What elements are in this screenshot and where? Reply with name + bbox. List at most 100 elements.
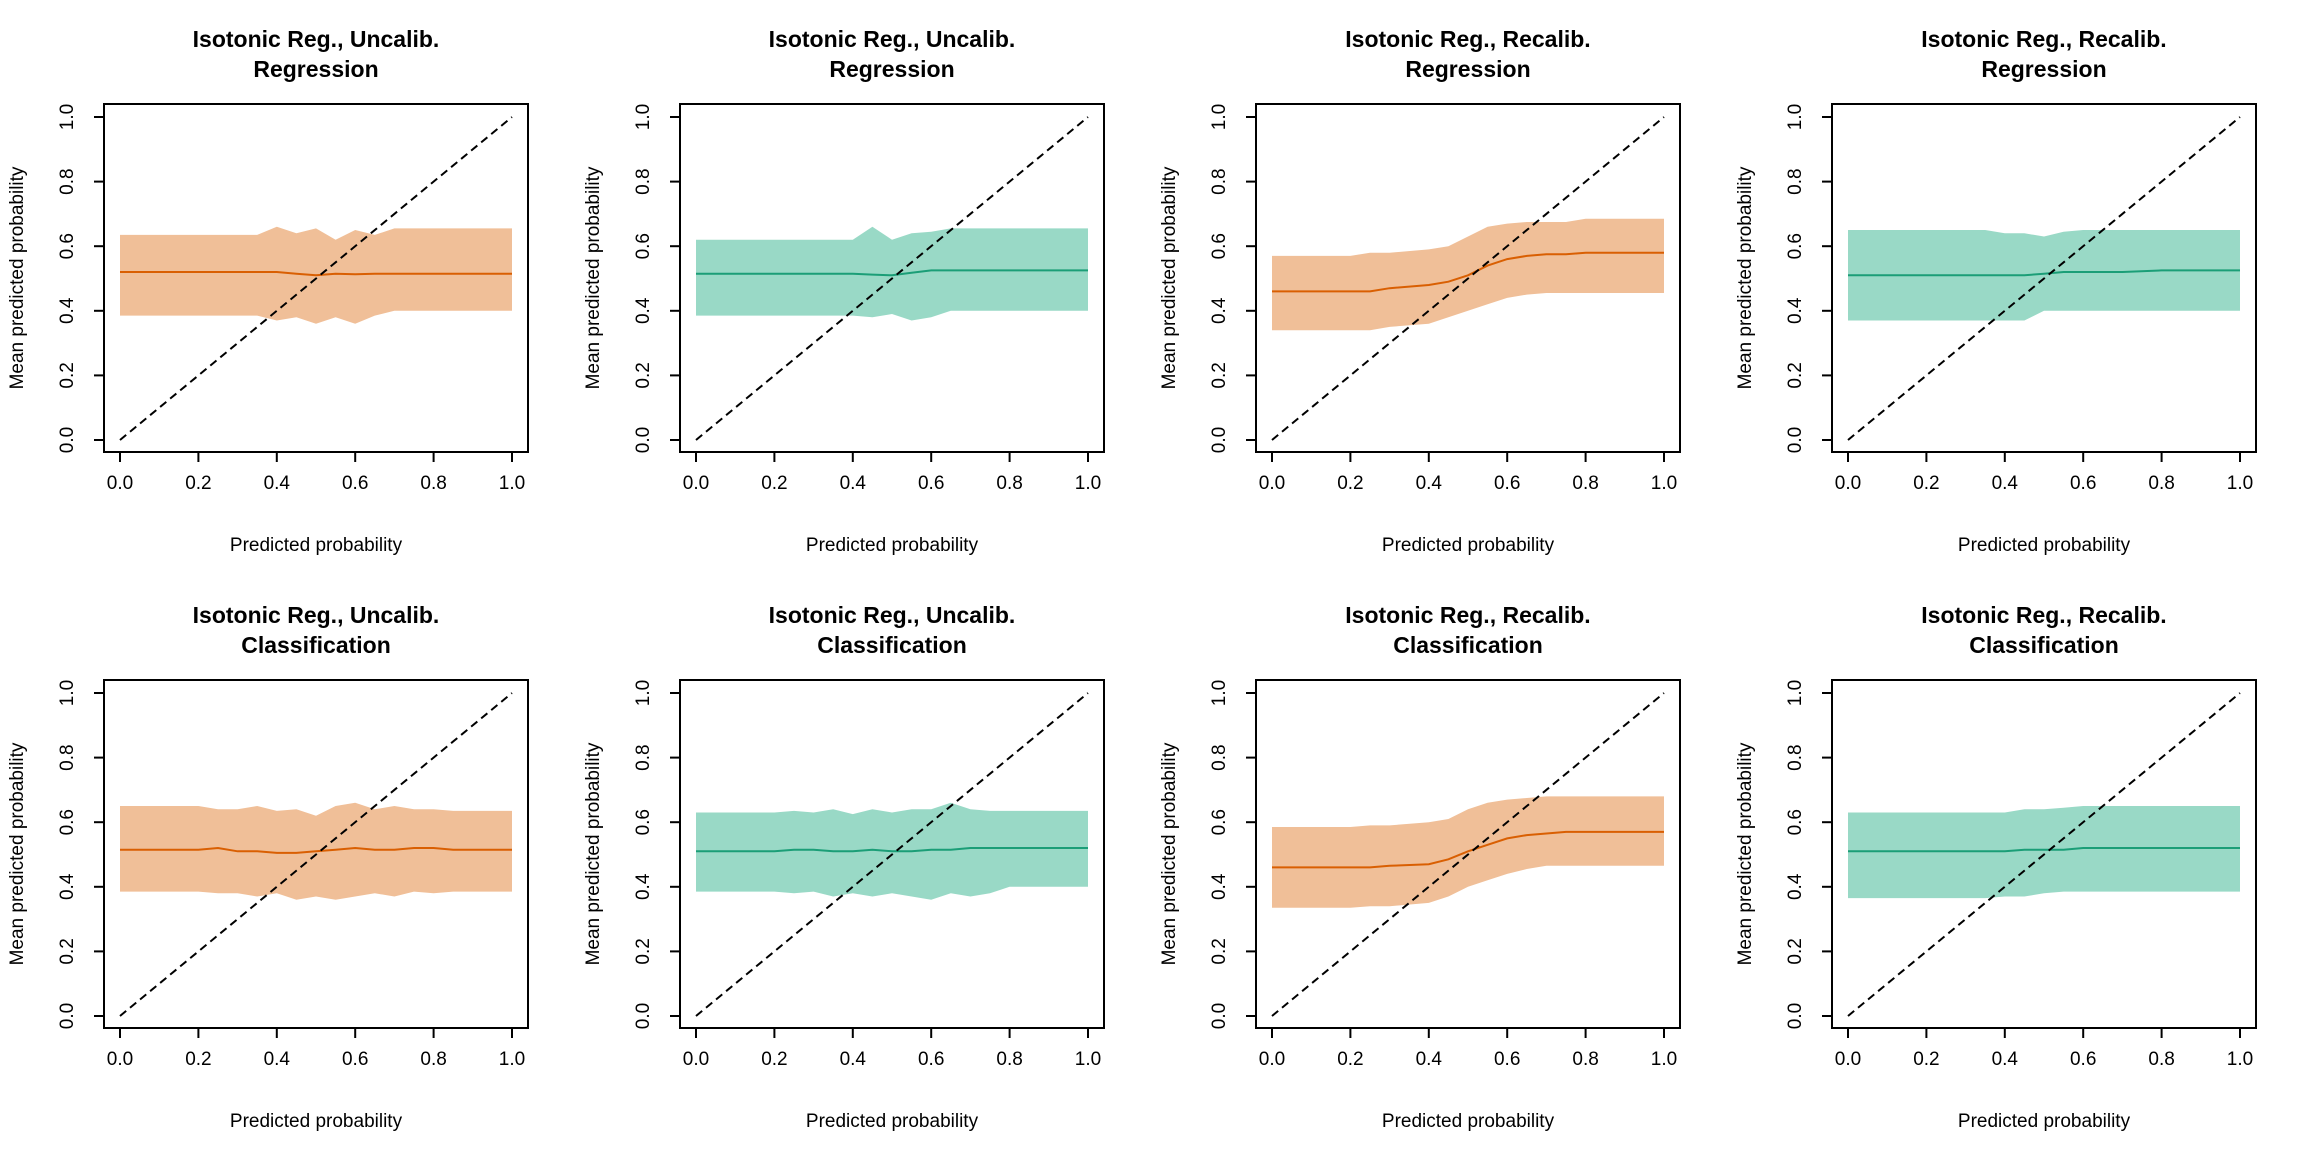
y-tick-label: 0.2	[57, 362, 78, 388]
x-tick-label: 1.0	[1075, 1049, 1101, 1070]
x-tick-label: 0.8	[1572, 473, 1598, 494]
reference-diagonal-line	[119, 692, 513, 1017]
y-tick-label: 0.4	[1785, 297, 1806, 324]
x-tick-label: 0.2	[1337, 1049, 1363, 1070]
x-tick-label: 1.0	[1651, 1049, 1677, 1070]
chart-svg: 0.0 0.2 0.4 0.6 0.8 1.0 0.0 0.2 0.4 0.6 0.8 1.0 Isot…	[583, 26, 1105, 556]
chart-panel: 0.0 0.2 0.4 0.6 0.8 1.0 0.0 0.2 0.4 0.6 0.8 1.0 Isot…	[0, 0, 576, 576]
x-tick-label: 0.2	[1913, 473, 1939, 494]
y-tick-label: 0.2	[1785, 362, 1806, 388]
x-tick-label: 0.2	[185, 473, 211, 494]
y-tick-label: 0.4	[57, 873, 78, 900]
y-tick-label: 0.6	[57, 809, 78, 835]
y-tick-label: 0.4	[1785, 873, 1806, 900]
y-tick-label: 0.8	[1209, 744, 1230, 770]
y-tick-label: 0.8	[1209, 168, 1230, 194]
chart-svg: 0.0 0.2 0.4 0.6 0.8 1.0 0.0 0.2 0.4 0.6 0.8 1.0 Isot…	[7, 26, 529, 556]
y-tick-label: 1.0	[633, 104, 654, 130]
y-tick-label: 0.2	[633, 362, 654, 388]
x-tick-label: 0.6	[1494, 473, 1520, 494]
y-tick-label: 0.0	[1785, 427, 1806, 453]
y-axis-label: Mean predicted probability	[7, 166, 28, 389]
y-tick-label: 0.2	[1785, 938, 1806, 964]
chart-subtitle: Regression	[829, 56, 954, 82]
confidence-band	[1848, 806, 2240, 899]
y-tick-label: 0.8	[633, 744, 654, 770]
mean-line	[696, 269, 1088, 277]
chart-title: Isotonic Reg., Recalib.	[1921, 602, 2166, 628]
chart-subtitle: Classification	[1969, 632, 2119, 658]
y-tick-label: 0.0	[1209, 427, 1230, 453]
x-tick-label: 0.8	[420, 1049, 446, 1070]
x-tick-label: 0.4	[1416, 473, 1443, 494]
y-axis-label: Mean predicted probability	[7, 742, 28, 965]
x-tick-label: 0.8	[996, 1049, 1022, 1070]
x-axis-label: Predicted probability	[1958, 535, 2131, 556]
y-tick-label: 0.4	[633, 873, 654, 900]
x-tick-label: 0.2	[185, 1049, 211, 1070]
chart-svg: 0.0 0.2 0.4 0.6 0.8 1.0 0.0 0.2 0.4 0.6 0.8 1.0 Isot…	[583, 602, 1105, 1132]
chart-subtitle: Classification	[241, 632, 391, 658]
y-tick-label: 0.0	[1209, 1003, 1230, 1029]
x-tick-label: 0.6	[342, 473, 368, 494]
y-tick-label: 0.6	[1209, 233, 1230, 259]
chart-panel: 0.0 0.2 0.4 0.6 0.8 1.0 0.0 0.2 0.4 0.6 0.8 1.0 Isot…	[1728, 576, 2304, 1152]
y-axis-label: Mean predicted probability	[583, 166, 604, 389]
chart-subtitle: Regression	[1981, 56, 2106, 82]
y-tick-label: 1.0	[1785, 680, 1806, 706]
y-tick-label: 0.0	[57, 427, 78, 453]
reference-diagonal-line	[1271, 116, 1665, 441]
x-tick-label: 0.0	[683, 1049, 709, 1070]
reference-diagonal-line	[119, 116, 513, 441]
confidence-band	[1848, 230, 2240, 321]
chart-title: Isotonic Reg., Recalib.	[1921, 26, 2166, 52]
y-tick-label: 0.2	[57, 938, 78, 964]
chart-panel: 0.0 0.2 0.4 0.6 0.8 1.0 0.0 0.2 0.4 0.6 0.8 1.0 Isot…	[1728, 0, 2304, 576]
chart-svg: 0.0 0.2 0.4 0.6 0.8 1.0 0.0 0.2 0.4 0.6 0.8 1.0 Isot…	[1159, 602, 1681, 1132]
y-tick-label: 0.6	[1209, 809, 1230, 835]
y-tick-label: 0.6	[1785, 233, 1806, 259]
y-tick-label: 1.0	[633, 680, 654, 706]
x-tick-label: 1.0	[1651, 473, 1677, 494]
y-tick-label: 0.0	[1785, 1003, 1806, 1029]
x-axis-label: Predicted probability	[1382, 535, 1555, 556]
reference-diagonal-line	[1847, 692, 2241, 1017]
x-tick-label: 0.0	[683, 473, 709, 494]
chart-svg: 0.0 0.2 0.4 0.6 0.8 1.0 0.0 0.2 0.4 0.6 0.8 1.0 Isot…	[1159, 26, 1681, 556]
chart-panel: 0.0 0.2 0.4 0.6 0.8 1.0 0.0 0.2 0.4 0.6 0.8 1.0 Isot…	[0, 576, 576, 1152]
x-tick-label: 1.0	[499, 1049, 525, 1070]
reference-diagonal-line	[1847, 116, 2241, 441]
y-tick-label: 0.0	[633, 1003, 654, 1029]
chart-panel: 0.0 0.2 0.4 0.6 0.8 1.0 0.0 0.2 0.4 0.6 0.8 1.0 Isot…	[1152, 0, 1728, 576]
chart-svg: 0.0 0.2 0.4 0.6 0.8 1.0 0.0 0.2 0.4 0.6 0.8 1.0 Isot…	[1735, 26, 2257, 556]
y-tick-label: 0.4	[1209, 873, 1230, 900]
y-axis-label: Mean predicted probability	[1159, 742, 1180, 965]
x-tick-label: 0.2	[1337, 473, 1363, 494]
x-tick-label: 1.0	[499, 473, 525, 494]
chart-title: Isotonic Reg., Uncalib.	[193, 26, 440, 52]
y-tick-label: 0.6	[1785, 809, 1806, 835]
x-axis-label: Predicted probability	[806, 1111, 979, 1132]
x-axis-label: Predicted probability	[1382, 1111, 1555, 1132]
y-tick-label: 0.8	[1785, 744, 1806, 770]
y-axis-label: Mean predicted probability	[583, 742, 604, 965]
y-tick-label: 0.0	[57, 1003, 78, 1029]
mean-line	[1272, 830, 1664, 869]
x-tick-label: 0.0	[1835, 473, 1861, 494]
x-axis-label: Predicted probability	[1958, 1111, 2131, 1132]
x-tick-label: 0.0	[1259, 473, 1285, 494]
y-tick-label: 0.6	[57, 233, 78, 259]
x-tick-label: 0.4	[840, 1049, 867, 1070]
x-axis-label: Predicted probability	[806, 535, 979, 556]
reference-diagonal-line	[695, 692, 1089, 1017]
x-tick-label: 0.6	[918, 1049, 944, 1070]
y-tick-label: 1.0	[57, 104, 78, 130]
chart-panel: 0.0 0.2 0.4 0.6 0.8 1.0 0.0 0.2 0.4 0.6 0.8 1.0 Isot…	[576, 0, 1152, 576]
x-tick-label: 1.0	[2227, 473, 2253, 494]
y-tick-label: 1.0	[57, 680, 78, 706]
x-tick-label: 0.2	[761, 473, 787, 494]
x-tick-label: 0.0	[107, 473, 133, 494]
chart-subtitle: Regression	[1405, 56, 1530, 82]
mean-line	[696, 847, 1088, 853]
